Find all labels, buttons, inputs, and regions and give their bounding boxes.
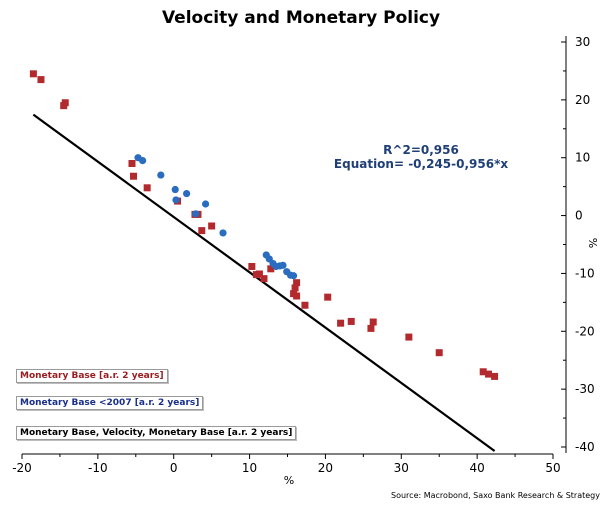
axes: -20 -10 0 10 20 30 40 50 30 20 10 0 -10 -20 -30 -40: [12, 35, 594, 475]
y-axis-label: %: [587, 238, 600, 248]
point-series-0: [37, 76, 45, 84]
point-series-0: [267, 265, 275, 273]
point-series-0: [198, 227, 206, 235]
point-series-1: [157, 171, 165, 179]
point-series-0: [491, 372, 499, 380]
point-series-0: [367, 324, 375, 332]
x-tick-label: 40: [470, 461, 485, 475]
point-series-0: [369, 318, 377, 326]
chart-title: Velocity and Monetary Policy: [162, 8, 440, 28]
x-tick-label: 50: [545, 461, 560, 475]
x-tick-label: 0: [170, 461, 178, 475]
legend-item-regression-line: Monetary Base, Velocity, Monetary Base […: [16, 426, 297, 440]
point-series-1: [172, 196, 180, 204]
point-series-1: [192, 210, 200, 218]
y-tick-label: -10: [575, 266, 595, 280]
point-series-0: [485, 370, 493, 378]
y-tick-label: -20: [575, 324, 595, 338]
point-series-1: [171, 185, 179, 194]
legend-item-monetary-base-pre-2007: Monetary Base <2007 [a.r. 2 years]: [16, 396, 204, 410]
point-series-1: [279, 261, 287, 269]
x-tick-label: -20: [12, 461, 32, 475]
regression-line: [32, 113, 496, 452]
point-series-0: [405, 333, 413, 341]
point-series-0: [143, 184, 151, 192]
point-series-0: [293, 279, 301, 287]
y-tick-label: -30: [575, 382, 595, 396]
point-series-0: [479, 368, 487, 376]
point-series-0: [291, 284, 299, 292]
point-series-0: [337, 319, 345, 327]
y-tick-label: 30: [575, 35, 590, 49]
point-series-1: [201, 200, 210, 208]
point-series-0: [324, 293, 332, 301]
source-note: Source: Macrobond, Saxo Bank Research & …: [391, 491, 600, 500]
x-tick-label: 20: [318, 461, 333, 475]
point-series-0: [61, 99, 69, 107]
point-series-0: [248, 262, 256, 270]
y-tick-label: 10: [575, 151, 590, 165]
y-tick-label: 0: [575, 209, 583, 223]
point-series-1: [219, 229, 227, 237]
point-series-0: [347, 317, 355, 325]
legend-item-monetary-base: Monetary Base [a.r. 2 years]: [16, 369, 168, 383]
y-tick-label: -40: [575, 440, 595, 454]
x-tick-label: -10: [88, 461, 108, 475]
point-series-0: [29, 70, 37, 78]
point-series-0: [128, 160, 136, 167]
point-series-1: [289, 272, 298, 280]
equation-annotation: Equation= -0,245-0,956*x: [334, 157, 508, 171]
point-series-0: [435, 349, 443, 357]
point-series-1: [183, 189, 191, 198]
point-series-1: [139, 157, 147, 165]
x-tick-label: 30: [394, 461, 409, 475]
y-tick-label: 20: [575, 93, 590, 107]
x-axis-label: %: [284, 474, 294, 487]
x-tick-label: 10: [242, 461, 257, 475]
point-series-0: [301, 301, 309, 309]
point-series-0: [130, 172, 138, 180]
trendline-layer: [32, 113, 496, 452]
point-series-0: [208, 222, 216, 230]
point-series-0: [293, 292, 301, 300]
points-layer: [29, 70, 499, 380]
point-series-0: [260, 275, 268, 283]
point-series-0: [255, 270, 263, 278]
r-squared-annotation: R^2=0,956: [383, 143, 459, 157]
